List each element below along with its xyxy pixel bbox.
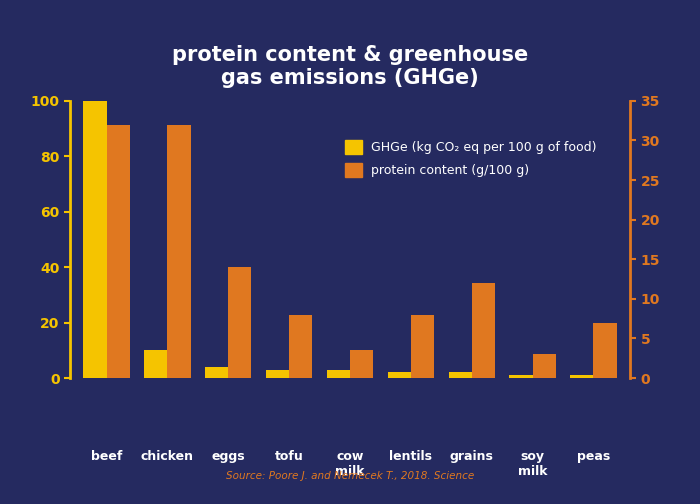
Bar	[266, 370, 289, 378]
Bar	[106, 124, 130, 378]
Bar	[411, 314, 434, 378]
Text: Source: Poore J. and Nemecek T., 2018. Science: Source: Poore J. and Nemecek T., 2018. S…	[226, 471, 474, 481]
Bar	[472, 283, 495, 378]
Bar	[167, 124, 190, 378]
Bar	[449, 372, 472, 378]
Bar	[570, 375, 594, 378]
Bar	[533, 354, 556, 378]
Bar	[289, 314, 312, 378]
Bar	[594, 323, 617, 378]
Bar	[327, 370, 350, 378]
Bar	[510, 375, 533, 378]
Legend: GHGe (kg CO₂ eq per 100 g of food), protein content (g/100 g): GHGe (kg CO₂ eq per 100 g of food), prot…	[340, 135, 601, 182]
Bar	[350, 350, 373, 378]
Bar	[205, 367, 228, 378]
Bar	[228, 267, 251, 378]
Title: protein content & greenhouse
gas emissions (GHGe): protein content & greenhouse gas emissio…	[172, 45, 528, 88]
Bar	[144, 350, 167, 378]
Bar	[83, 101, 106, 378]
Bar	[388, 372, 411, 378]
